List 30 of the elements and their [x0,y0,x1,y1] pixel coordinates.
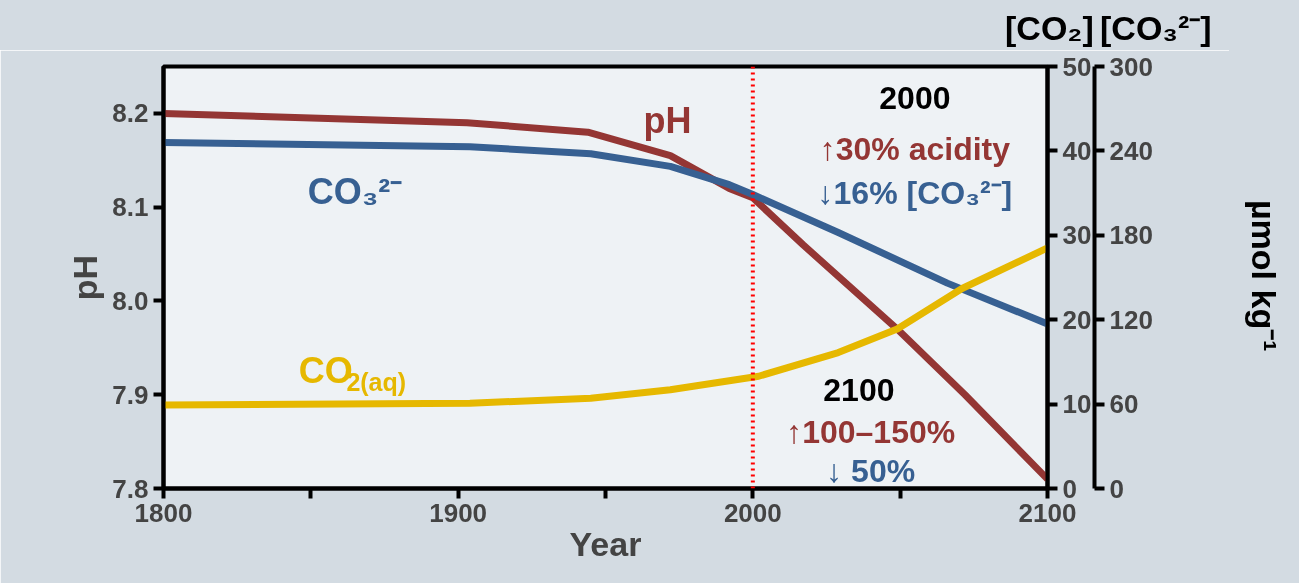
annotation: ↑100–150% [786,413,956,450]
annotation: 2100 [823,371,895,408]
text: µmol kg⁻¹ [1243,200,1284,352]
y-tick-label: 8.0 [112,285,149,316]
y-axis-title: pH [66,254,105,301]
series-label: CO₃²⁻ [307,170,403,212]
y3-tick-label: 300 [1109,51,1153,82]
annotation: ↓ 50% [826,452,916,489]
y3-tick-label: 180 [1109,220,1153,251]
x-axis-title: Year [569,524,642,563]
x-tick-label: 2000 [723,497,782,528]
y2-tick-label: 30 [1062,220,1092,251]
y3-tick-label: 120 [1109,304,1153,335]
y-tick-label: 7.9 [112,379,149,410]
y2-axis-title: [CO₂] [1005,8,1094,49]
y2-tick-label: 40 [1062,135,1092,166]
y-tick-label: 8.2 [112,98,149,129]
y-tick-label: 8.1 [112,192,149,223]
y2-tick-label: 50 [1062,51,1092,82]
series-label: pH [643,100,692,142]
x-tick-label: 1900 [429,497,488,528]
annotation: 2000 [879,79,951,116]
y2-tick-label: 20 [1062,304,1092,335]
annotation: ↓16% [CO₃²⁻] [817,175,1013,212]
y3-tick-label: 0 [1109,473,1124,504]
y3-tick-label: 60 [1109,389,1139,420]
y2-tick-label: 10 [1062,389,1092,420]
y3-axis-title: [CO₃²⁻] [1100,8,1212,49]
y3-tick-label: 240 [1109,135,1153,166]
annotation: ↑30% acidity [819,131,1011,168]
